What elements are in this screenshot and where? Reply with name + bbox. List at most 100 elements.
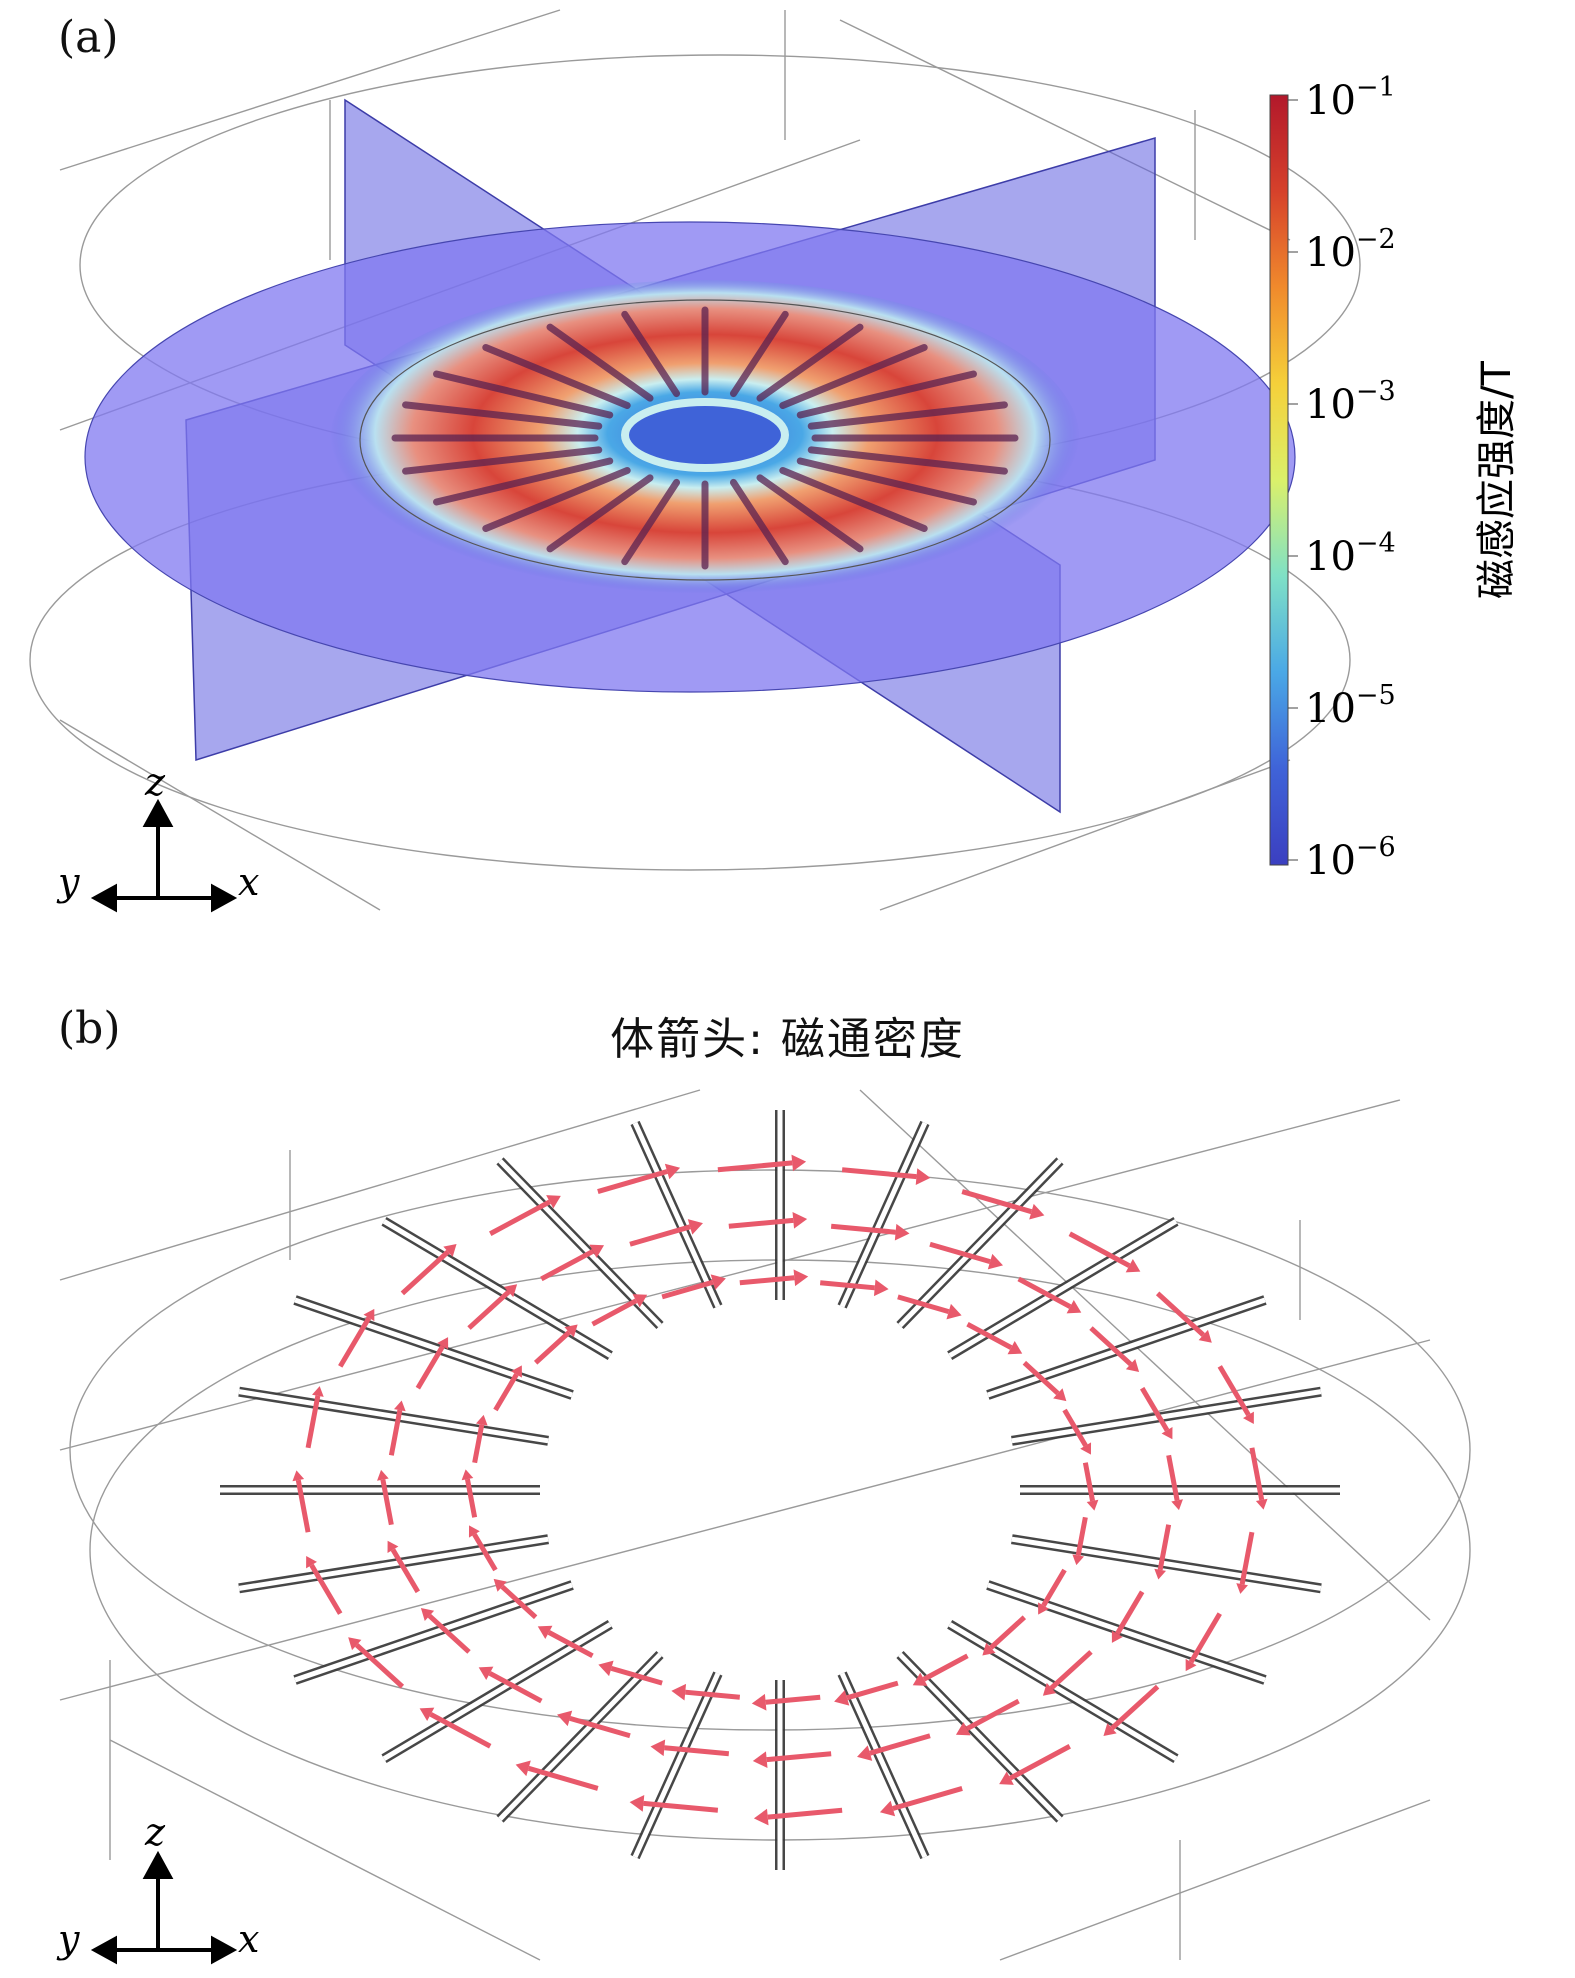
rod-b-core (294, 1297, 573, 1398)
colorbar-tick-label: 10−3 (1305, 376, 1396, 428)
field-arrow-head (1171, 1499, 1183, 1511)
field-arrow-head (1161, 1427, 1173, 1440)
field-arrow-head (879, 1800, 896, 1817)
rod-a (546, 323, 654, 402)
field-arrow (500, 1584, 538, 1620)
field-arrow-head (1086, 1499, 1099, 1511)
field-arrow (1217, 1365, 1251, 1417)
field-arrow-head (557, 1710, 573, 1727)
rod-b-core (1011, 1389, 1322, 1444)
field-arrow (380, 1479, 394, 1526)
field-arrow (338, 1316, 372, 1368)
field-arrow (897, 1294, 950, 1315)
field-arrow (1110, 1684, 1160, 1731)
field-arrow-head (1007, 1340, 1023, 1355)
colorbar-tick-label: 10−1 (1305, 72, 1396, 124)
field-arrow-head (420, 1608, 435, 1621)
rod-b-core (839, 1672, 928, 1859)
field-arrow-head (650, 1739, 666, 1757)
rod-b-core (632, 1121, 721, 1308)
field-arrow-head (363, 1308, 375, 1322)
rod-a (402, 401, 603, 430)
field-arrow (415, 1344, 445, 1390)
field-arrow-head (1066, 1300, 1082, 1314)
field-arrow-head (1198, 1329, 1212, 1343)
rod-b-core (498, 1159, 662, 1328)
field-arrow-head (1053, 1388, 1067, 1402)
field-arrow-head (1125, 1259, 1141, 1273)
field-arrow (966, 1321, 1013, 1350)
field-arrow (830, 1223, 896, 1235)
field-arrow (643, 1800, 719, 1813)
field-arrow (309, 1563, 343, 1615)
colorbar-tick-label: 10−2 (1305, 224, 1396, 276)
field-arrow (427, 1613, 471, 1654)
colorbar-ticks: 10−1 10−2 10−3 10−4 10−5 10−6 (1288, 72, 1396, 884)
field-arrow (767, 1807, 843, 1820)
colorbar-tick-label: 10−6 (1305, 832, 1396, 884)
field-arrow-head (1072, 1554, 1085, 1566)
field-arrow-head (377, 1469, 389, 1481)
field-arrow-head (664, 1163, 681, 1180)
field-arrow (472, 1424, 485, 1464)
field-arrow (472, 1533, 498, 1572)
field-arrow-head (1029, 1203, 1045, 1220)
field-arrow-head (598, 1660, 614, 1677)
panel-a-field-plot: 10−1 10−2 10−3 10−4 10−5 10−6 磁感应强度/T z y x (29, 9, 1520, 913)
field-arrow-head (999, 1771, 1014, 1785)
field-arrow-head (857, 1745, 873, 1761)
field-arrow-head (987, 1253, 1003, 1270)
field-arrow (527, 1765, 599, 1791)
rod-a (807, 401, 1008, 430)
field-arrow-head (419, 1707, 435, 1721)
field-arrow-head (753, 1808, 769, 1826)
axis-label-x-b: x (238, 1917, 259, 1961)
field-arrow-head (791, 1154, 807, 1172)
field-arrow-head (1243, 1411, 1254, 1424)
field-arrow (846, 1680, 899, 1701)
axis-label-y: y (56, 860, 80, 904)
field-arrow-head (915, 1168, 931, 1185)
field-arrow-head (503, 1284, 518, 1298)
rod-b-core (839, 1121, 928, 1308)
colorbar (1269, 94, 1289, 866)
field-arrow-head (394, 1400, 406, 1412)
field-arrow-head (834, 1690, 850, 1706)
field-arrow (569, 1715, 631, 1739)
rods-group-a (391, 306, 1019, 570)
axis-triad-b (90, 1850, 238, 1965)
rod-b-core (987, 1582, 1266, 1683)
field-arrow-head (537, 1625, 553, 1640)
field-arrow-head (515, 1760, 531, 1777)
field-arrow-head (912, 1672, 928, 1686)
field-arrow (922, 1653, 969, 1682)
field-arrow (1075, 1516, 1088, 1556)
axis-label-y-b: y (56, 1917, 80, 1961)
field-arrow-head (475, 1414, 488, 1426)
field-arrow (1140, 1386, 1170, 1432)
field-arrow-head (1103, 1723, 1117, 1737)
field-arrow-head (1255, 1498, 1268, 1510)
field-arrow-head (1125, 1359, 1140, 1372)
field-arrow-head (792, 1212, 808, 1229)
rod-a (796, 370, 977, 419)
field-arrow (467, 1290, 511, 1330)
field-arrow-head (873, 1279, 889, 1297)
rod-a (482, 467, 631, 533)
arrows-group-b (292, 1154, 1268, 1826)
field-arrow (1017, 1276, 1072, 1309)
field-arrow (1022, 1360, 1060, 1396)
field-arrow (388, 1409, 403, 1456)
field-arrow (765, 1694, 821, 1705)
rod-a (796, 457, 977, 506)
field-arrow (1239, 1531, 1255, 1585)
field-arrow-head (511, 1365, 522, 1378)
field-arrow (841, 1167, 917, 1180)
field-arrow (533, 1330, 571, 1365)
field-arrow (1115, 1590, 1145, 1636)
rod-a (779, 467, 928, 533)
field-arrow-head (589, 1244, 605, 1258)
rod-b-core (498, 1652, 662, 1821)
annulus-outline (359, 299, 1051, 581)
field-arrow (488, 1671, 543, 1704)
